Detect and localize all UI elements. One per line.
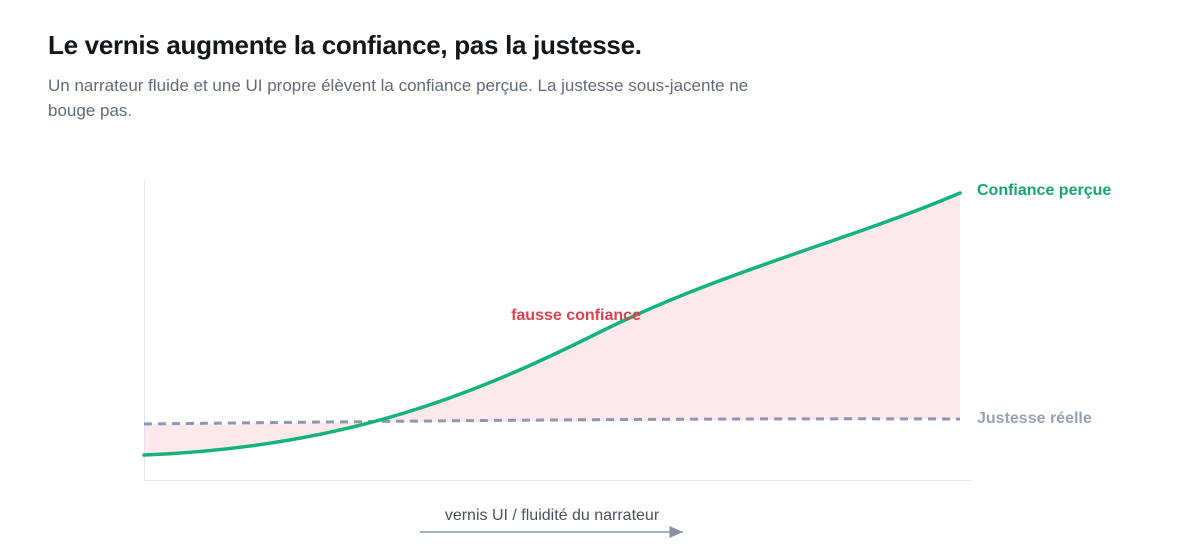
accuracy-label: Justesse réelle [977, 410, 1092, 427]
gap-label: fausse confiance [511, 307, 641, 324]
confidence-label: Confiance perçue [977, 182, 1111, 199]
gap-area [144, 193, 960, 455]
accuracy-line [143, 417, 961, 426]
confidence-curve [142, 191, 962, 457]
subtitle: Un narrateur fluide et une UI propre élè… [48, 76, 749, 120]
title: Le vernis augmente la confiance, pas la … [48, 30, 642, 60]
x-axis-label: vernis UI / fluidité du narrateur [445, 507, 660, 524]
